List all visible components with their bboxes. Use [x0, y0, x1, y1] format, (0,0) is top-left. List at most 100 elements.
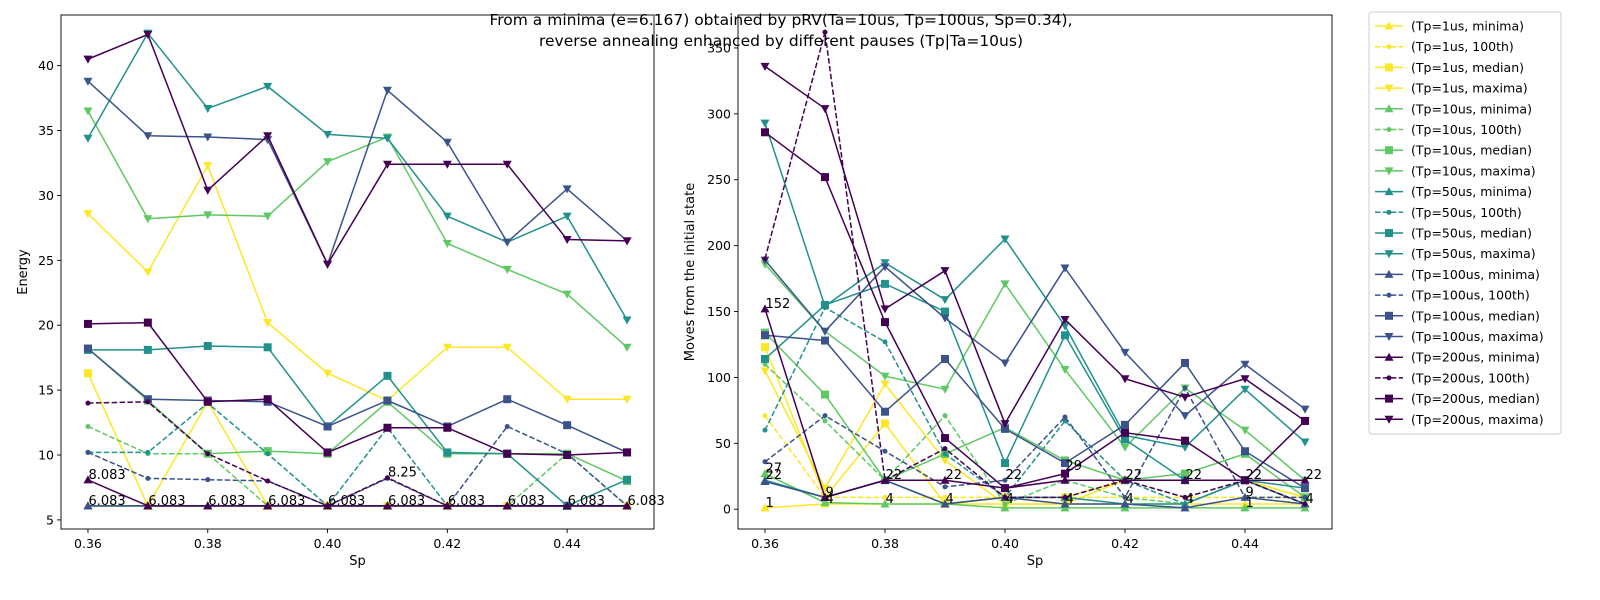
series-line: [764, 306, 1306, 505]
title-line: From a minima (e=6.167) obtained by pRV(…: [489, 11, 1072, 29]
data-point: [83, 344, 92, 353]
series-tp-10us-maxima: [83, 107, 632, 352]
legend-marker: [1384, 333, 1394, 341]
y-tick-label: 100: [707, 370, 731, 385]
data-point: [83, 55, 93, 64]
legend-label: (Tp=50us, maxima): [1411, 246, 1536, 261]
annotation-label: 152: [766, 297, 791, 312]
y-tick-label: 5: [46, 512, 54, 527]
annotation-label: 6.083: [148, 494, 185, 509]
legend-label: (Tp=200us, maxima): [1411, 412, 1544, 427]
data-point: [442, 212, 452, 221]
chart-title: From a minima (e=6.167) obtained by pRV(…: [489, 11, 1072, 50]
data-point: [1122, 494, 1128, 500]
x-tick-label: 0.40: [314, 536, 342, 551]
data-point: [761, 354, 769, 363]
data-point: [85, 449, 91, 455]
data-point: [563, 451, 572, 460]
legend-marker: [1384, 167, 1394, 176]
data-point: [83, 210, 93, 219]
data-point: [502, 238, 512, 247]
y-tick-label: 30: [38, 188, 54, 203]
data-point: [762, 361, 768, 367]
legend-marker: [1384, 352, 1394, 361]
series-line: [764, 332, 1306, 498]
data-point: [761, 128, 769, 137]
data-point: [880, 499, 890, 508]
data-point: [562, 395, 572, 404]
legend-entry: (Tp=100us, 100th): [1375, 288, 1530, 303]
data-point: [83, 77, 93, 86]
data-point: [85, 400, 91, 406]
legend-entry: (Tp=1us, minima): [1375, 19, 1524, 34]
data-point: [1121, 420, 1129, 429]
annotation-label: 6.083: [388, 494, 425, 509]
data-point: [145, 475, 151, 481]
series-tp-100us-median: [761, 331, 1309, 493]
data-point: [323, 158, 333, 167]
series-tp-100us-100th: [762, 385, 1308, 500]
axes-frame: [737, 14, 1333, 530]
annotation-label: 6.083: [268, 494, 305, 509]
data-point: [203, 397, 212, 406]
annotation-label: 29: [1066, 459, 1083, 474]
y-tick-label: 0: [723, 502, 731, 517]
annotation-label: 6.083: [568, 494, 605, 509]
data-point: [940, 385, 950, 394]
data-point: [1301, 484, 1309, 493]
data-point: [941, 307, 949, 316]
data-point: [1300, 417, 1310, 426]
data-point: [263, 132, 273, 141]
data-point: [1241, 476, 1249, 485]
data-point: [143, 395, 152, 404]
annotation-label: 8.083: [88, 468, 125, 483]
data-point: [442, 343, 452, 352]
data-point: [820, 498, 830, 507]
data-point: [323, 130, 333, 139]
data-point: [1181, 469, 1189, 478]
legend-entry: (Tp=200us, 100th): [1375, 370, 1530, 385]
x-tick-label: 0.44: [553, 536, 581, 551]
legend-label: (Tp=200us, 100th): [1411, 370, 1530, 385]
data-point: [880, 372, 890, 381]
data-point: [880, 263, 890, 272]
legend-label: (Tp=10us, 100th): [1411, 122, 1522, 137]
data-point: [1240, 503, 1250, 512]
y-tick-label: 20: [38, 318, 54, 333]
data-point: [203, 104, 213, 113]
x-tick-label: 0.38: [194, 536, 222, 551]
data-point: [203, 211, 213, 220]
data-point: [502, 343, 512, 352]
series-line: [87, 425, 628, 507]
data-point: [624, 503, 630, 509]
annotation-label: 6.083: [328, 494, 365, 509]
series-line: [87, 164, 628, 402]
data-point: [760, 367, 770, 376]
x-tick-label: 0.42: [433, 536, 461, 551]
y-tick-label: 150: [707, 304, 731, 319]
series-line: [764, 131, 1306, 489]
data-point: [143, 268, 153, 277]
data-point: [760, 469, 770, 478]
data-point: [1000, 503, 1010, 512]
data-point: [941, 354, 949, 363]
data-point: [1001, 424, 1009, 433]
data-point: [940, 499, 950, 508]
data-point: [384, 475, 390, 481]
data-point: [502, 265, 512, 274]
data-point: [762, 256, 768, 262]
data-point: [1060, 264, 1070, 273]
legend-label: (Tp=50us, median): [1411, 226, 1532, 241]
legend-marker: [1384, 415, 1394, 424]
data-point: [1060, 475, 1070, 484]
data-point: [383, 371, 392, 380]
data-point: [1061, 459, 1069, 468]
data-point: [762, 427, 768, 433]
data-point: [1302, 494, 1308, 500]
data-point: [562, 236, 572, 245]
annotation-label: 8.25: [388, 466, 417, 481]
data-point: [821, 173, 829, 182]
data-point: [83, 107, 93, 116]
legend-entry: (Tp=100us, minima): [1375, 267, 1540, 282]
